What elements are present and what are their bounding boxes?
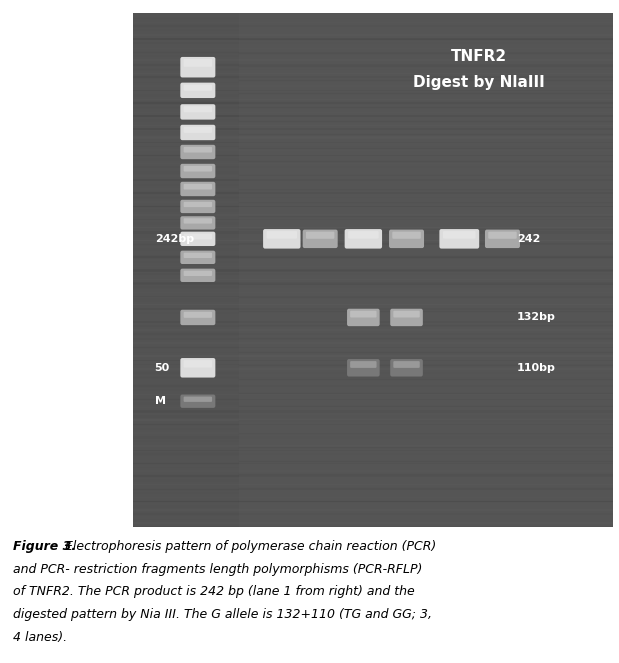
FancyBboxPatch shape: [180, 104, 215, 119]
FancyBboxPatch shape: [347, 359, 379, 377]
FancyBboxPatch shape: [350, 311, 376, 318]
FancyBboxPatch shape: [184, 184, 212, 190]
FancyBboxPatch shape: [184, 271, 212, 276]
FancyBboxPatch shape: [393, 311, 420, 318]
FancyBboxPatch shape: [180, 310, 215, 325]
FancyBboxPatch shape: [184, 59, 212, 67]
Text: Digest by NlaIII: Digest by NlaIII: [413, 75, 544, 90]
FancyBboxPatch shape: [184, 396, 212, 402]
FancyBboxPatch shape: [180, 125, 215, 140]
FancyBboxPatch shape: [180, 83, 215, 98]
Text: and PCR- restriction fragments length polymorphisms (PCR-RFLP): and PCR- restriction fragments length po…: [14, 562, 423, 575]
FancyBboxPatch shape: [180, 57, 215, 78]
FancyBboxPatch shape: [439, 229, 479, 249]
Text: TNFR2: TNFR2: [451, 50, 506, 64]
FancyBboxPatch shape: [184, 147, 212, 152]
FancyBboxPatch shape: [390, 309, 423, 326]
FancyBboxPatch shape: [180, 251, 215, 264]
FancyBboxPatch shape: [443, 231, 475, 239]
FancyBboxPatch shape: [180, 145, 215, 159]
FancyBboxPatch shape: [306, 231, 334, 239]
FancyBboxPatch shape: [303, 229, 338, 248]
Text: 132bp: 132bp: [517, 312, 556, 322]
Text: Figure 3.: Figure 3.: [14, 540, 77, 553]
Text: 4 lanes).: 4 lanes).: [14, 631, 67, 644]
FancyBboxPatch shape: [350, 361, 376, 368]
Bar: [239, 13, 613, 527]
FancyBboxPatch shape: [180, 200, 215, 213]
FancyBboxPatch shape: [485, 229, 520, 248]
FancyBboxPatch shape: [392, 231, 421, 239]
Text: 242: 242: [517, 234, 540, 244]
FancyBboxPatch shape: [345, 229, 382, 249]
FancyBboxPatch shape: [180, 358, 215, 377]
FancyBboxPatch shape: [184, 202, 212, 207]
FancyBboxPatch shape: [180, 182, 215, 196]
FancyBboxPatch shape: [184, 127, 212, 133]
Text: 50: 50: [155, 363, 170, 373]
FancyBboxPatch shape: [180, 216, 215, 229]
FancyBboxPatch shape: [180, 394, 215, 408]
FancyBboxPatch shape: [184, 218, 212, 223]
Text: of TNFR2. The PCR product is 242 bp (lane 1 from right) and the: of TNFR2. The PCR product is 242 bp (lan…: [14, 585, 415, 598]
FancyBboxPatch shape: [184, 253, 212, 258]
Text: Electrophoresis pattern of polymerase chain reaction (PCR): Electrophoresis pattern of polymerase ch…: [65, 540, 436, 553]
Text: 242bp: 242bp: [155, 234, 194, 244]
FancyBboxPatch shape: [389, 229, 424, 248]
FancyBboxPatch shape: [263, 229, 300, 249]
FancyBboxPatch shape: [184, 106, 212, 112]
FancyBboxPatch shape: [180, 269, 215, 282]
FancyBboxPatch shape: [180, 164, 215, 178]
FancyBboxPatch shape: [390, 359, 423, 377]
FancyBboxPatch shape: [184, 166, 212, 172]
FancyBboxPatch shape: [348, 231, 379, 239]
Text: 110bp: 110bp: [517, 363, 556, 373]
FancyBboxPatch shape: [184, 312, 212, 318]
FancyBboxPatch shape: [488, 231, 517, 239]
FancyBboxPatch shape: [267, 231, 297, 239]
Text: digested pattern by Nia III. The G allele is 132+110 (TG and GG; 3,: digested pattern by Nia III. The G allel…: [14, 608, 433, 621]
FancyBboxPatch shape: [180, 231, 215, 246]
FancyBboxPatch shape: [347, 309, 379, 326]
FancyBboxPatch shape: [184, 85, 212, 91]
FancyBboxPatch shape: [184, 233, 212, 239]
FancyBboxPatch shape: [184, 360, 212, 367]
Text: M: M: [155, 396, 166, 406]
FancyBboxPatch shape: [393, 361, 420, 368]
